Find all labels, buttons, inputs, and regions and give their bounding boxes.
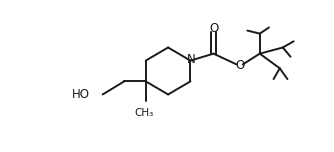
Text: O: O (235, 59, 244, 72)
Text: CH₃: CH₃ (135, 108, 154, 117)
Text: HO: HO (72, 88, 90, 101)
Text: N: N (187, 53, 196, 66)
Text: O: O (209, 22, 218, 35)
